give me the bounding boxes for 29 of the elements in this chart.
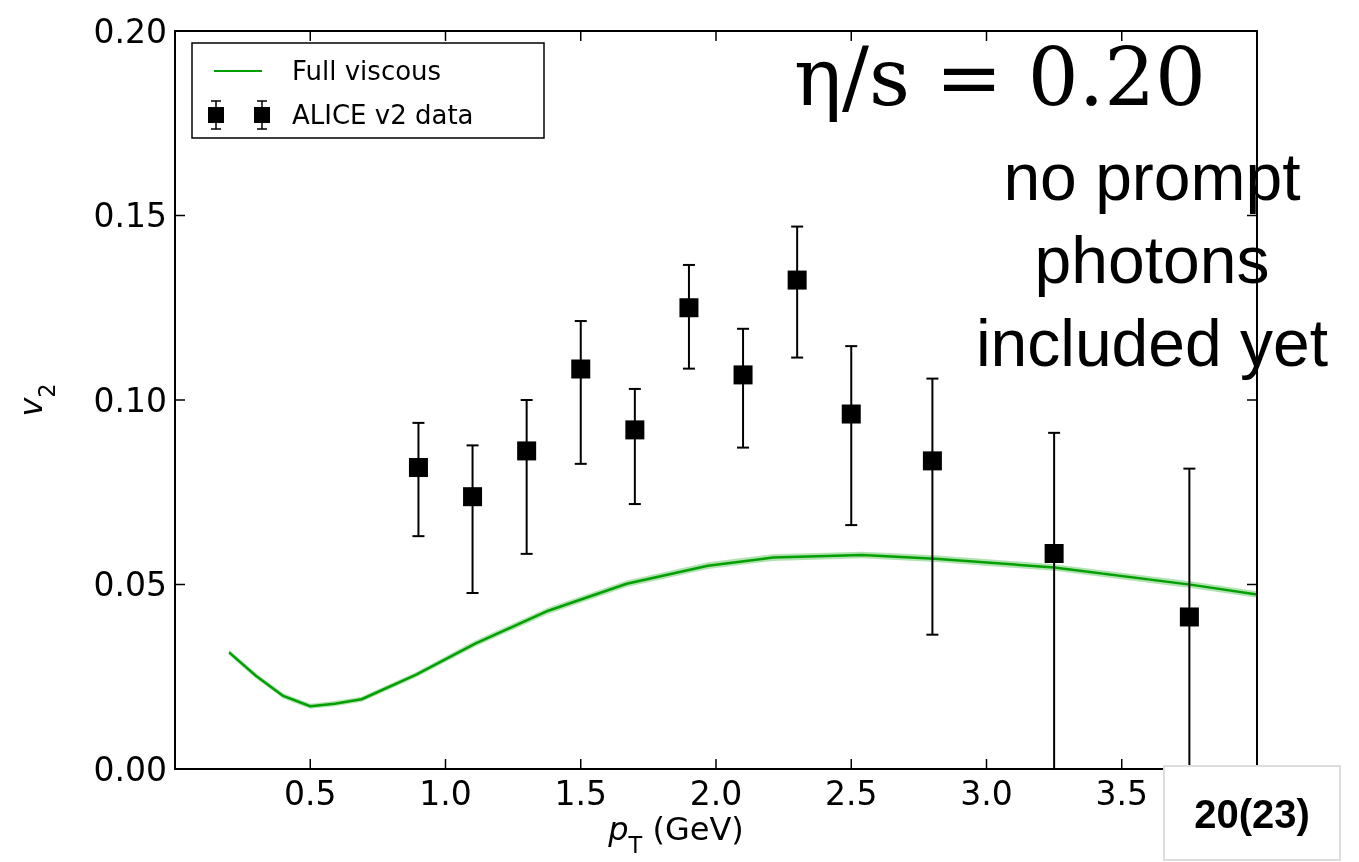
- point: [571, 359, 591, 379]
- annotation: η/s = 0.20: [794, 31, 1206, 124]
- x-tick-label: 1.0: [419, 774, 472, 813]
- point: [408, 458, 428, 478]
- x-tick-label: 3.5: [1095, 774, 1148, 813]
- y-tick-label: 0.05: [93, 565, 167, 605]
- y-tick-label: 0.20: [93, 11, 167, 51]
- x-tick-label: 2.0: [689, 774, 743, 813]
- x-axis-title: p$_{T}$ (GeV): [607, 810, 744, 858]
- y-tick-label: 0.15: [93, 196, 167, 236]
- point: [1044, 544, 1064, 563]
- legend-label: Full viscous: [292, 56, 442, 87]
- y-tick-label: 0.00: [93, 749, 167, 789]
- point: [787, 270, 807, 290]
- point: [922, 451, 942, 471]
- y-tick-label: 0.10: [93, 380, 167, 420]
- x-tick-label: 0.5: [284, 774, 337, 813]
- point: [733, 365, 753, 385]
- point: [1179, 607, 1199, 627]
- point: [679, 298, 699, 318]
- text: 20(23): [1194, 792, 1310, 836]
- point: [841, 404, 861, 424]
- x-tick-label: 2.5: [825, 774, 878, 813]
- point: [463, 487, 483, 507]
- legend-label: ALICE v2 data: [292, 100, 474, 131]
- point: [517, 441, 537, 461]
- point: [625, 420, 645, 440]
- x-tick-label: 1.5: [554, 774, 607, 813]
- x-tick-label: 3.0: [960, 774, 1013, 813]
